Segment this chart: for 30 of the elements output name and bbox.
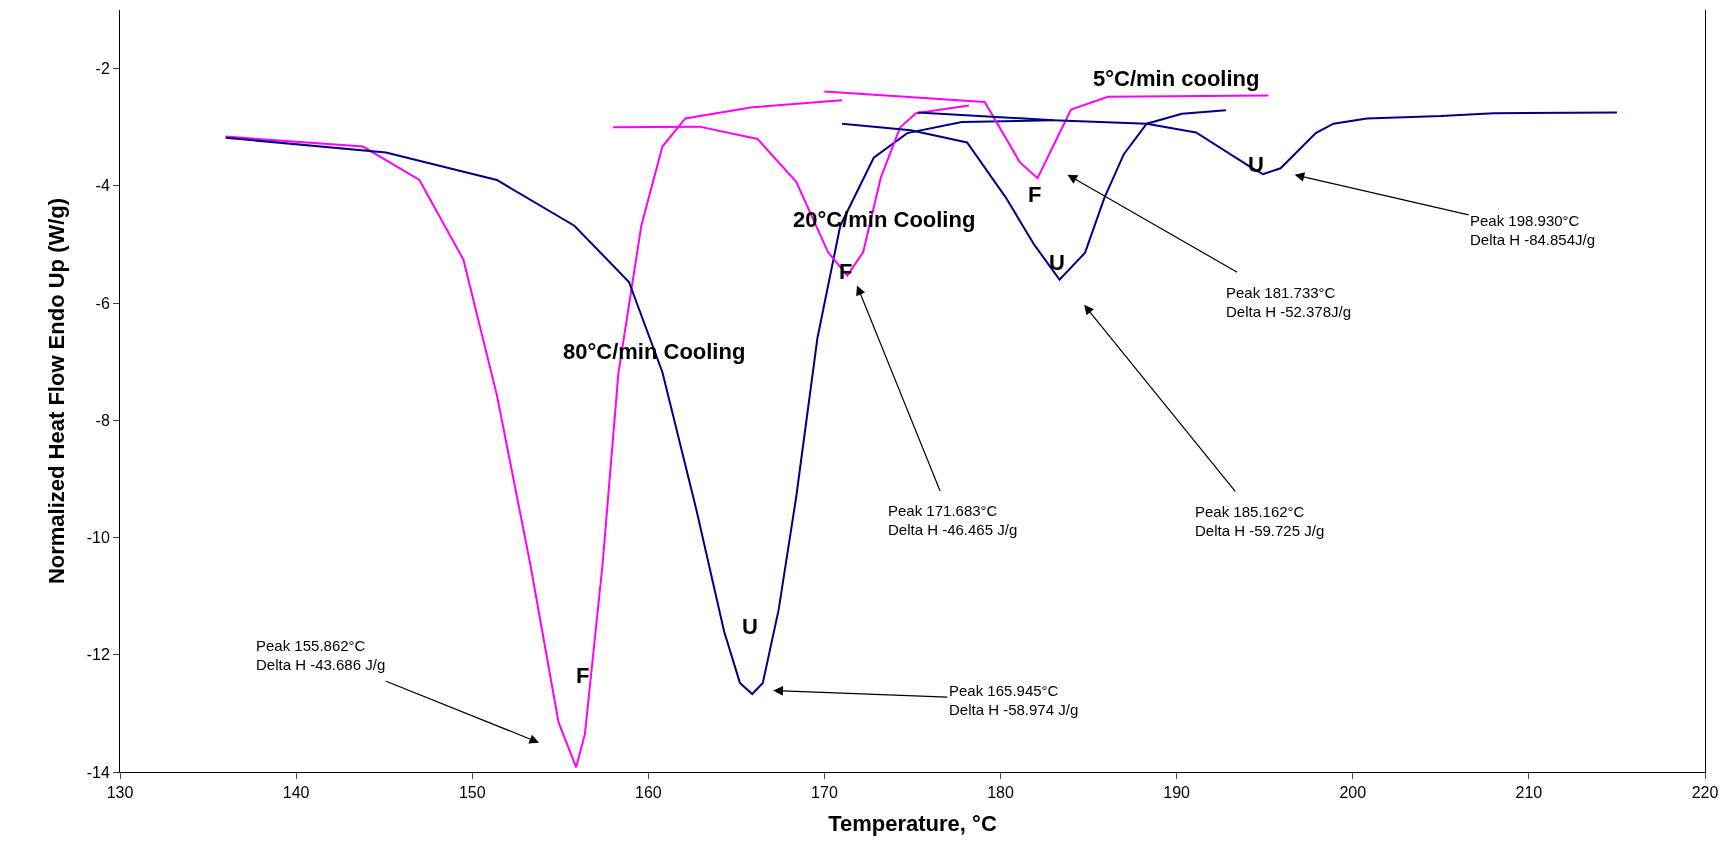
y-tick-label: -2 [95, 60, 110, 78]
annotation: Peak 198.930°C Delta H -84.854J/g [1470, 211, 1596, 249]
y-tick-label: -14 [86, 763, 110, 781]
y-axis-title: Normalized Heat Flow Endo Up (W/g) [44, 197, 70, 585]
x-tick-label: 180 [987, 784, 1015, 802]
annotation: U [742, 614, 758, 639]
annotation: F [576, 663, 590, 688]
annotation: 5°C/min cooling [1093, 66, 1260, 91]
x-tick-label: 200 [1339, 784, 1367, 802]
x-tick-label: 220 [1691, 784, 1719, 802]
y-tick-label: -4 [95, 177, 110, 195]
annotation: F [1028, 182, 1042, 207]
y-tick-label: -8 [95, 411, 110, 429]
y-tick-label: -12 [86, 646, 110, 664]
x-axis-title: Temperature, °C [828, 811, 997, 837]
annotation: Peak 171.683°C Delta H -46.465 J/g [888, 501, 1018, 539]
y-tick-label: -10 [86, 529, 110, 547]
annotation: Peak 185.162°C Delta H -59.725 J/g [1195, 502, 1325, 540]
x-tick-label: 130 [106, 784, 134, 802]
x-tick-label: 140 [282, 784, 310, 802]
annotation: Peak 155.862°C Delta H -43.686 J/g [256, 636, 386, 674]
x-tick-label: 150 [458, 784, 486, 802]
y-tick-label: -6 [95, 294, 110, 312]
x-tick-label: 170 [811, 784, 838, 802]
x-tick-label: 190 [1163, 784, 1191, 802]
x-tick-label: 160 [634, 784, 662, 802]
x-tick-label: 210 [1515, 784, 1543, 802]
annotation: U [1049, 250, 1065, 275]
annotation: Peak 181.733°C Delta H -52.378J/g [1226, 283, 1352, 321]
annotation: Peak 165.945°C Delta H -58.974 J/g [949, 681, 1079, 719]
